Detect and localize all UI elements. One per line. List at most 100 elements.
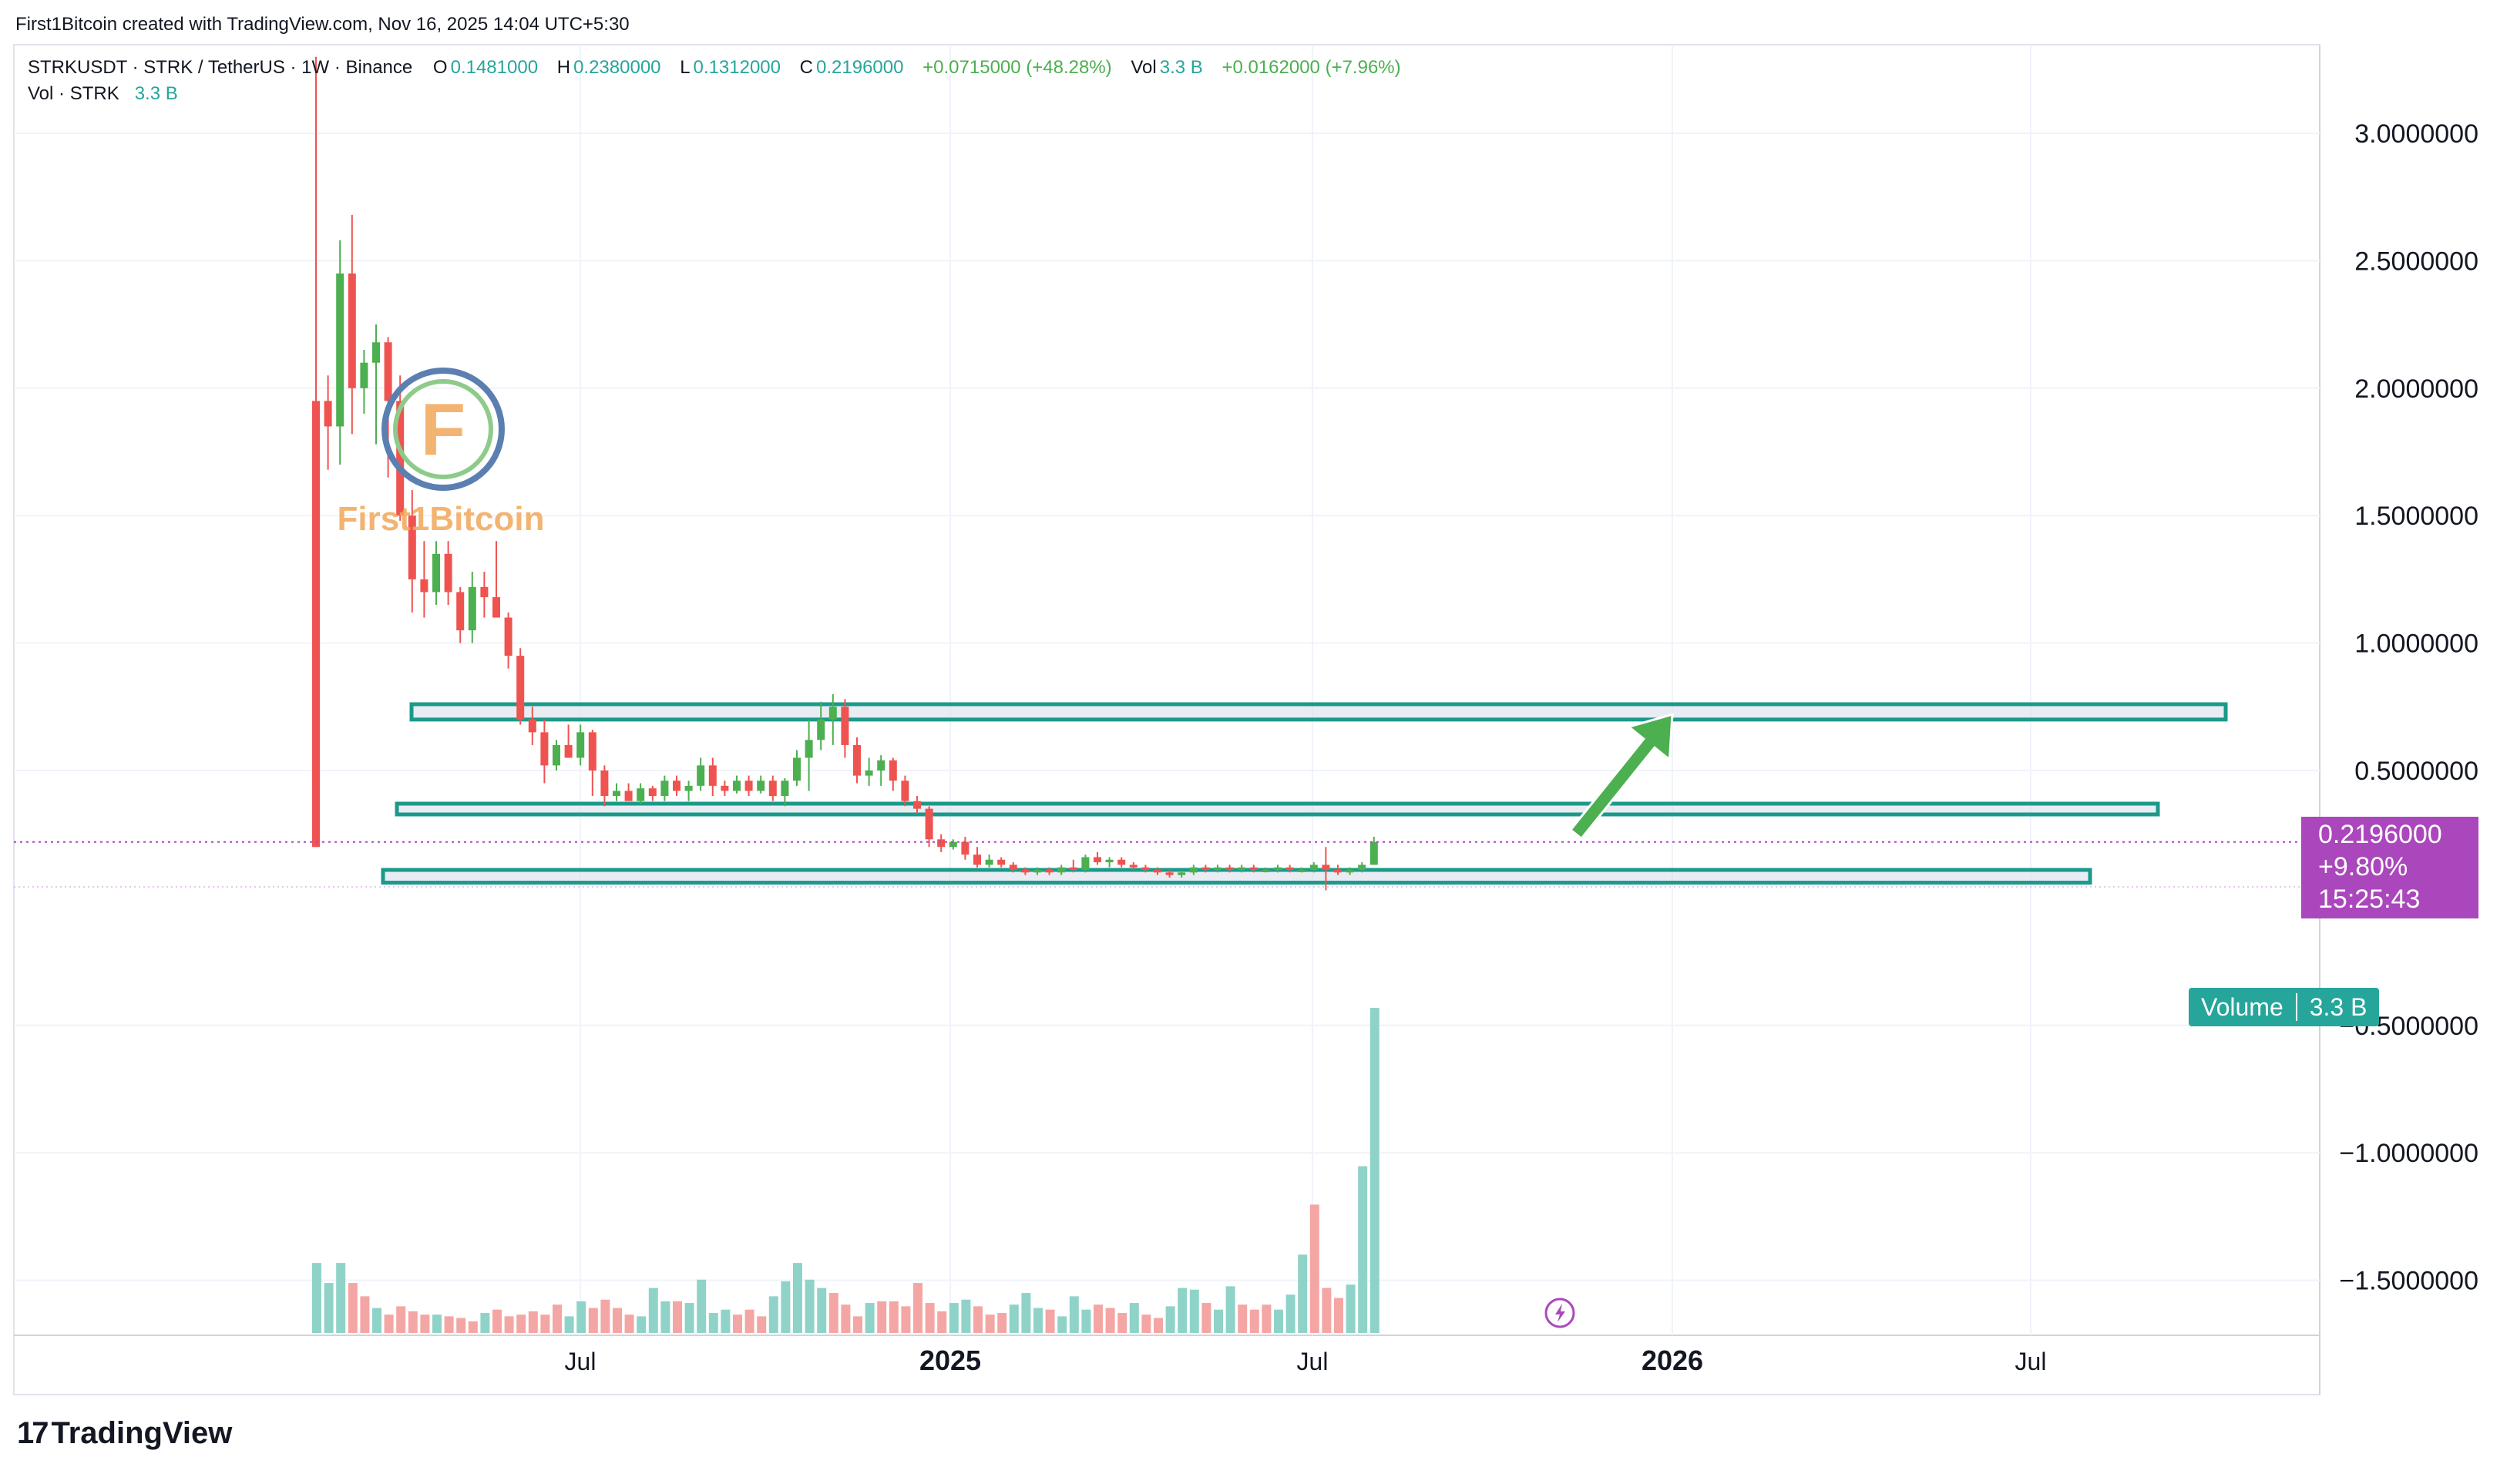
bar-countdown: 15:25:43 bbox=[2318, 885, 2421, 914]
zone-box bbox=[381, 868, 2092, 885]
x-tick-label: Jul bbox=[1297, 1348, 1329, 1375]
volume-bar bbox=[588, 1308, 598, 1333]
y-tick-label: 3.0000000 bbox=[2354, 119, 2478, 149]
volume-bar bbox=[1178, 1288, 1188, 1333]
time-axis[interactable]: Jul 2025 Jul 2026 Jul bbox=[565, 1345, 2047, 1376]
y-tick-label: −1.0000000 bbox=[2339, 1139, 2478, 1168]
candle-body bbox=[828, 707, 837, 720]
volume-bar bbox=[480, 1313, 490, 1333]
support-resistance-zones[interactable] bbox=[381, 702, 2228, 885]
volume-bar bbox=[997, 1313, 1007, 1333]
candle-body bbox=[1225, 867, 1234, 871]
candle-body bbox=[348, 273, 356, 388]
volume-bar bbox=[637, 1316, 647, 1333]
high-label: H bbox=[556, 57, 571, 78]
candle-body bbox=[768, 781, 777, 797]
candlesticks[interactable] bbox=[312, 56, 1378, 891]
x-tick-label: Jul bbox=[565, 1348, 596, 1375]
candle-body bbox=[1045, 870, 1054, 873]
candle-body bbox=[865, 771, 873, 776]
candle-body bbox=[733, 781, 741, 791]
volume-bar bbox=[613, 1308, 622, 1333]
candle-body bbox=[324, 401, 332, 427]
candle-body bbox=[360, 362, 368, 388]
candle-body bbox=[805, 740, 813, 758]
volume-bar bbox=[1189, 1289, 1199, 1333]
volume-bar bbox=[1154, 1318, 1163, 1333]
tradingview-logo-icon: 17 bbox=[17, 1416, 49, 1450]
y-tick-label: −1.5000000 bbox=[2339, 1267, 2478, 1296]
volume-bar bbox=[1045, 1309, 1055, 1333]
candle-body bbox=[1021, 870, 1030, 873]
volume-bar bbox=[1214, 1309, 1223, 1333]
volume-bar bbox=[1021, 1293, 1031, 1333]
price-axis[interactable]: 3.0000000 2.5000000 2.0000000 1.5000000 1.00… bbox=[2339, 119, 2478, 1296]
candle-body bbox=[648, 788, 657, 797]
symbol-legend[interactable]: STRKUSDT · STRK / TetherUS · 1W · Binanc… bbox=[28, 57, 1415, 79]
volume-bar bbox=[937, 1311, 947, 1333]
candle-body bbox=[553, 744, 560, 766]
candle-body bbox=[576, 732, 585, 758]
volume-bar bbox=[1369, 1008, 1379, 1333]
volume-bar bbox=[1129, 1303, 1139, 1333]
volume-bar bbox=[360, 1296, 370, 1333]
candle-body bbox=[949, 841, 957, 848]
y-tick-label: 1.5000000 bbox=[2354, 502, 2478, 531]
candle-body bbox=[684, 785, 693, 791]
volume-bar bbox=[372, 1308, 381, 1333]
volume-bar bbox=[1285, 1294, 1295, 1333]
svg-text:F: F bbox=[421, 388, 466, 471]
open-label: O bbox=[432, 57, 448, 78]
volume-bar bbox=[949, 1303, 959, 1333]
volume-bar bbox=[901, 1306, 911, 1333]
volume-bar bbox=[684, 1303, 694, 1333]
candle-body bbox=[889, 760, 897, 781]
candle-body bbox=[1069, 867, 1077, 871]
candle-body bbox=[853, 744, 861, 776]
volume-bar bbox=[420, 1314, 430, 1333]
volume-legend[interactable]: Vol · STRK 3.3 B bbox=[28, 83, 178, 105]
last-price-badge: 0.2196000 +9.80% 15:25:43 bbox=[2301, 817, 2478, 918]
volume-bar bbox=[1105, 1308, 1115, 1333]
candle-body bbox=[721, 785, 729, 791]
volume-bar bbox=[648, 1288, 658, 1333]
first1bitcoin-logo: F First1Bitcoin bbox=[338, 368, 544, 538]
volume-bar bbox=[660, 1301, 670, 1333]
candle-body bbox=[1117, 859, 1126, 865]
volume-badge: Volume 3.3 B bbox=[2189, 988, 2380, 1026]
symbol-line: STRKUSDT · STRK / TetherUS · 1W · Binanc… bbox=[28, 57, 413, 78]
candle-body bbox=[564, 744, 573, 758]
candle-body bbox=[432, 553, 440, 593]
candle-body bbox=[793, 757, 801, 781]
candle-body bbox=[925, 808, 933, 840]
low-value: 0.1312000 bbox=[693, 57, 781, 78]
tradingview-logo[interactable]: 17 TradingView bbox=[17, 1416, 232, 1451]
volume-badge-label: Volume bbox=[2201, 993, 2283, 1021]
candle-body bbox=[396, 401, 405, 516]
volume-bar bbox=[1334, 1298, 1343, 1333]
candle-body bbox=[1298, 870, 1306, 873]
volume-bar bbox=[961, 1299, 971, 1333]
candle-body bbox=[504, 617, 512, 656]
candle-body bbox=[901, 781, 909, 801]
volume-bar bbox=[781, 1281, 791, 1333]
volume-bar bbox=[1322, 1288, 1332, 1333]
lightning-icon[interactable] bbox=[1544, 1298, 1575, 1328]
last-price: 0.2196000 bbox=[2318, 820, 2442, 849]
volume-bar bbox=[1201, 1303, 1211, 1333]
volume-bar bbox=[768, 1296, 778, 1333]
volume-bar bbox=[1262, 1304, 1272, 1333]
candle-body bbox=[468, 586, 476, 631]
volume-bar bbox=[336, 1263, 346, 1333]
candle-body bbox=[1105, 859, 1114, 863]
volume-legend-value: 3.3 B bbox=[134, 83, 178, 104]
close-label: C bbox=[799, 57, 814, 78]
candle-body bbox=[708, 765, 717, 786]
candle-body bbox=[456, 592, 465, 631]
candle-body bbox=[1094, 857, 1101, 863]
candle-body bbox=[660, 781, 669, 797]
high-value: 0.2380000 bbox=[573, 57, 661, 78]
volume-bar bbox=[1309, 1204, 1319, 1333]
candle-body bbox=[817, 719, 825, 740]
